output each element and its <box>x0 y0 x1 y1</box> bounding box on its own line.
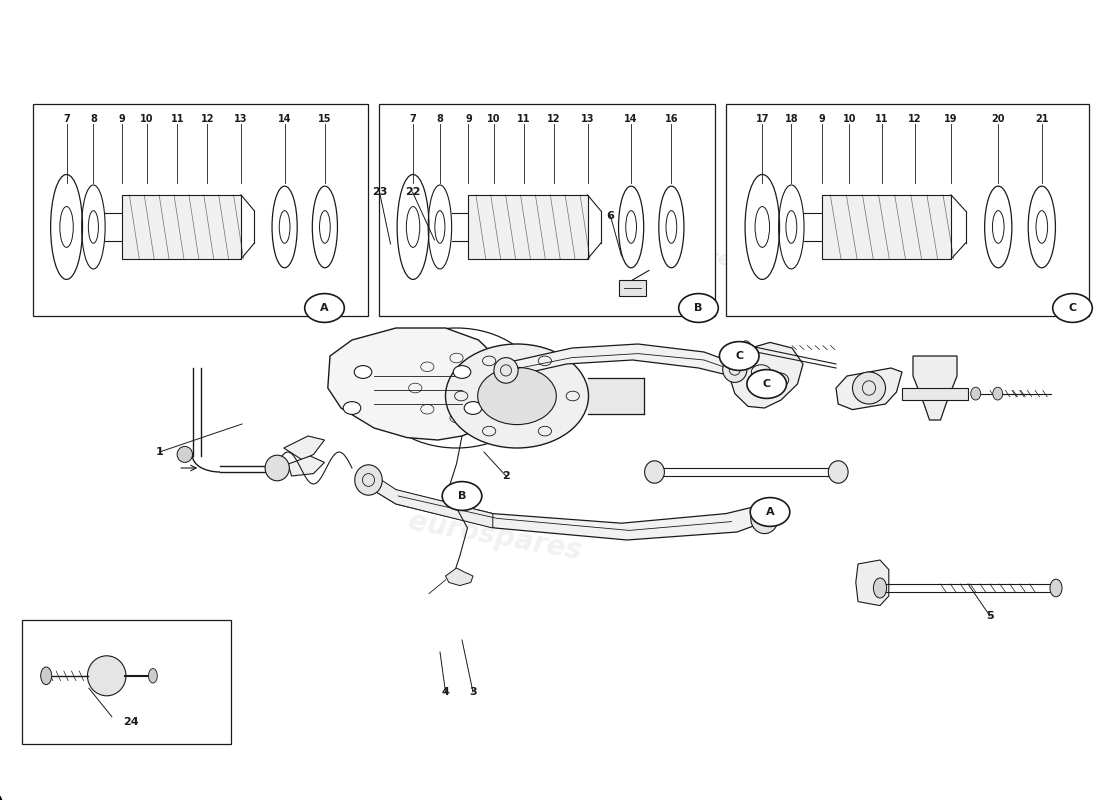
Bar <box>379 104 715 316</box>
Ellipse shape <box>828 461 848 483</box>
Circle shape <box>442 482 482 510</box>
Text: eurospares: eurospares <box>245 232 371 272</box>
Text: C: C <box>735 351 744 361</box>
Text: 12: 12 <box>547 114 561 123</box>
Text: 11: 11 <box>170 114 184 123</box>
Text: 7: 7 <box>63 114 70 123</box>
Text: 12: 12 <box>200 114 214 123</box>
Text: 7: 7 <box>409 114 417 123</box>
Circle shape <box>464 402 482 414</box>
Circle shape <box>343 402 361 414</box>
Text: C: C <box>1068 303 1077 313</box>
Text: 13: 13 <box>234 114 248 123</box>
Bar <box>726 104 1089 316</box>
Polygon shape <box>288 456 324 476</box>
Polygon shape <box>913 356 957 420</box>
Text: 11: 11 <box>876 114 889 123</box>
Text: 9: 9 <box>119 114 125 123</box>
Ellipse shape <box>41 667 52 685</box>
Text: 9: 9 <box>465 114 472 123</box>
Ellipse shape <box>740 341 751 355</box>
Polygon shape <box>363 472 770 540</box>
Text: B: B <box>458 491 466 501</box>
Text: 18: 18 <box>784 114 799 123</box>
Text: 3: 3 <box>470 687 476 697</box>
Polygon shape <box>500 344 737 378</box>
Polygon shape <box>588 378 643 414</box>
Text: 10: 10 <box>843 114 856 123</box>
Text: C: C <box>762 379 771 389</box>
Text: 11: 11 <box>517 114 530 123</box>
Text: 6: 6 <box>606 211 615 221</box>
Ellipse shape <box>177 446 192 462</box>
Text: 14: 14 <box>278 114 292 123</box>
Text: 4: 4 <box>441 687 450 697</box>
Circle shape <box>1053 294 1092 322</box>
Polygon shape <box>902 388 968 400</box>
Text: 22: 22 <box>405 187 420 197</box>
Text: 5: 5 <box>987 611 993 621</box>
Ellipse shape <box>970 387 981 400</box>
Text: 15: 15 <box>318 114 331 123</box>
Text: 16: 16 <box>664 114 678 123</box>
Circle shape <box>354 366 372 378</box>
Ellipse shape <box>354 465 383 495</box>
Text: 9: 9 <box>818 114 826 123</box>
Circle shape <box>305 294 344 322</box>
Text: 20: 20 <box>991 114 1005 123</box>
Text: 14: 14 <box>625 114 638 123</box>
Bar <box>619 280 646 296</box>
Bar <box>33 104 369 316</box>
Text: 19: 19 <box>944 114 958 123</box>
Polygon shape <box>729 342 803 408</box>
Ellipse shape <box>992 387 1003 400</box>
Text: 8: 8 <box>90 114 97 123</box>
Text: 13: 13 <box>581 114 594 123</box>
Text: B: B <box>694 303 703 313</box>
Ellipse shape <box>265 455 289 481</box>
Polygon shape <box>363 474 493 528</box>
Bar <box>469 195 587 259</box>
Circle shape <box>453 366 471 378</box>
Text: A: A <box>320 303 329 313</box>
Polygon shape <box>328 328 506 440</box>
Ellipse shape <box>723 357 747 382</box>
Text: 2: 2 <box>502 471 510 481</box>
Ellipse shape <box>852 372 886 404</box>
Polygon shape <box>446 568 473 586</box>
Text: A: A <box>766 507 774 517</box>
Text: 21: 21 <box>1035 114 1048 123</box>
Text: 8: 8 <box>437 114 443 123</box>
Circle shape <box>446 344 588 448</box>
Text: 23: 23 <box>372 187 387 197</box>
Ellipse shape <box>1049 579 1063 597</box>
Text: 24: 24 <box>123 717 139 726</box>
Polygon shape <box>836 368 902 410</box>
Circle shape <box>719 342 759 370</box>
Ellipse shape <box>873 578 887 598</box>
Text: 10: 10 <box>487 114 500 123</box>
FancyArrow shape <box>0 797 2 800</box>
Polygon shape <box>284 436 324 460</box>
Ellipse shape <box>494 358 518 383</box>
Ellipse shape <box>87 656 125 696</box>
Text: eurospares: eurospares <box>619 232 745 272</box>
Text: 17: 17 <box>756 114 769 123</box>
Bar <box>822 195 952 259</box>
Polygon shape <box>856 560 889 606</box>
Circle shape <box>750 498 790 526</box>
Text: 12: 12 <box>908 114 922 123</box>
Ellipse shape <box>645 461 664 483</box>
Text: eurospares: eurospares <box>406 507 584 565</box>
Text: 1: 1 <box>155 447 164 457</box>
Circle shape <box>477 367 557 425</box>
Bar <box>22 620 231 744</box>
Bar <box>122 195 241 259</box>
Text: 10: 10 <box>141 114 154 123</box>
Ellipse shape <box>148 669 157 683</box>
Ellipse shape <box>750 503 779 534</box>
Circle shape <box>679 294 718 322</box>
Circle shape <box>747 370 786 398</box>
